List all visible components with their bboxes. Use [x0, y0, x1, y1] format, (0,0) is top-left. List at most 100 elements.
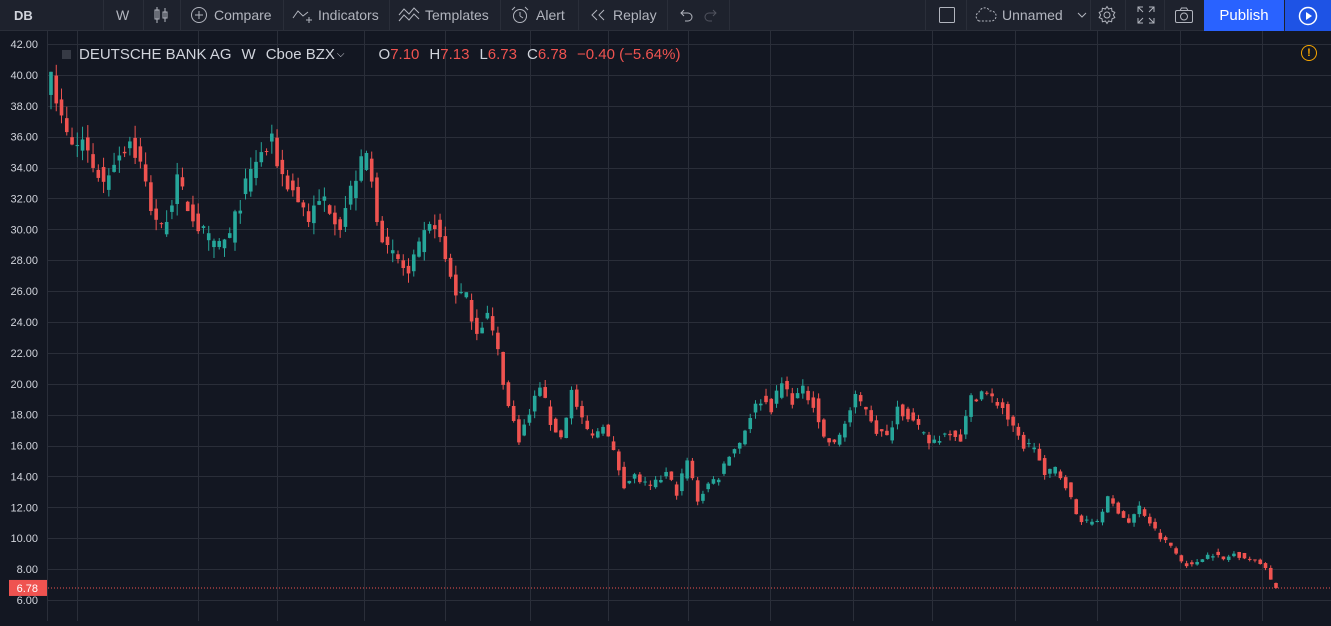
candle-up — [732, 449, 737, 454]
candle-up — [843, 423, 847, 438]
candle-down — [869, 410, 873, 422]
candle-up — [270, 133, 274, 142]
candle-up — [1095, 521, 1100, 523]
candle-up — [595, 431, 600, 438]
candle-up — [259, 152, 264, 163]
candle-down — [338, 219, 342, 231]
layout-button[interactable] — [938, 0, 956, 30]
replay-label: Replay — [613, 7, 657, 23]
toolbar-divider — [103, 0, 104, 30]
candle-up — [680, 473, 684, 492]
candle-up — [1200, 559, 1205, 562]
legend-exchange[interactable]: Cboe BZX — [265, 45, 335, 63]
undo-button[interactable] — [677, 0, 693, 30]
candle-down — [1111, 498, 1115, 504]
legend-symbol-name[interactable]: DEUTSCHE BANK AG — [79, 45, 232, 63]
candle-down — [638, 474, 642, 483]
candle-down — [985, 392, 989, 394]
candle-down — [864, 406, 868, 410]
candle-up — [112, 164, 116, 172]
fullscreen-button[interactable] — [1137, 0, 1155, 30]
candle-down — [900, 404, 905, 417]
candle-up — [1137, 505, 1142, 515]
candle-down — [958, 434, 963, 442]
candle-down — [769, 398, 774, 413]
toolbar-divider — [500, 0, 501, 30]
settings-button[interactable] — [1097, 0, 1117, 30]
candle-up — [1027, 443, 1031, 445]
candle-up — [1132, 514, 1136, 523]
symbol-search[interactable]: DB — [14, 7, 33, 23]
candle-down — [674, 484, 679, 496]
snapshot-button[interactable] — [1174, 0, 1194, 30]
candle-up — [354, 180, 358, 199]
candle-down — [1174, 548, 1178, 554]
warning-icon[interactable]: ! — [1301, 45, 1317, 61]
candle-down — [953, 430, 958, 437]
chart-area[interactable]: 42.00 40.00 38.00 36.00 34.00 32.00 30.00 28.00… — [0, 31, 1331, 626]
candle-down — [280, 159, 285, 175]
candle-down — [301, 202, 306, 208]
play-button[interactable] — [1285, 0, 1331, 31]
legend-chevron-icon[interactable]: ⌵ — [336, 48, 345, 60]
candle-down — [1263, 563, 1268, 569]
chart-type-button[interactable] — [153, 0, 169, 30]
toolbar-divider — [925, 0, 926, 30]
candle-down — [122, 151, 127, 154]
candlestick-chart[interactable]: 42.00 40.00 38.00 36.00 34.00 32.00 30.00 28.00… — [0, 31, 1331, 621]
candle-up — [522, 424, 526, 436]
candle-down — [1184, 563, 1189, 567]
candle-down — [1268, 567, 1273, 580]
candle-up — [890, 427, 895, 441]
candle-up — [527, 414, 532, 423]
compare-button[interactable]: Compare — [190, 0, 272, 30]
candle-up — [1032, 447, 1036, 450]
camera-icon — [1175, 7, 1193, 23]
candle-down — [159, 223, 164, 225]
candle-down — [138, 146, 143, 162]
candle-up — [459, 292, 463, 294]
templates-button[interactable]: Templates — [398, 0, 489, 30]
candle-up — [632, 474, 637, 479]
square-icon — [939, 7, 955, 23]
candle-down — [401, 260, 406, 269]
interval-button[interactable]: W — [116, 7, 130, 23]
candle-up — [564, 417, 569, 438]
legend-toggle-icon[interactable] — [62, 49, 71, 59]
candle-down — [811, 397, 816, 408]
candle-down — [475, 317, 479, 334]
publish-button[interactable]: Publish — [1204, 0, 1284, 31]
candle-down — [927, 434, 931, 444]
candle-up — [206, 233, 211, 241]
candle-down — [490, 316, 495, 331]
candle-down — [1153, 521, 1157, 529]
alert-button[interactable]: Alert — [510, 0, 565, 30]
candle-up — [664, 471, 668, 477]
candle-down — [764, 395, 768, 403]
layout-name-button[interactable]: Unnamed — [973, 0, 1087, 30]
candle-up — [175, 174, 179, 204]
candle-up — [1211, 556, 1215, 558]
candle-down — [822, 419, 826, 437]
candle-down — [454, 274, 458, 296]
candle-down — [585, 420, 590, 430]
candle-up — [254, 161, 258, 178]
legend-low-label: L — [479, 45, 488, 63]
price-axis-tick-label: 34.00 — [10, 163, 38, 175]
redo-button[interactable] — [704, 0, 720, 30]
candle-up — [422, 230, 427, 253]
top-toolbar: DB W Compare Indicators Templates Aler — [0, 0, 1331, 31]
candle-down — [1121, 511, 1126, 518]
candle-down — [1063, 477, 1068, 489]
candle-down — [858, 395, 863, 402]
price-axis-tick-label: 40.00 — [10, 70, 38, 82]
candle-up — [417, 241, 421, 257]
candle-up — [170, 205, 174, 212]
replay-button[interactable]: Replay — [589, 0, 657, 30]
candle-up — [659, 480, 663, 483]
candle-up — [774, 390, 779, 404]
toolbar-divider — [1164, 0, 1165, 30]
candle-up — [164, 221, 169, 235]
candle-up — [243, 178, 248, 195]
indicators-button[interactable]: Indicators — [292, 0, 379, 30]
